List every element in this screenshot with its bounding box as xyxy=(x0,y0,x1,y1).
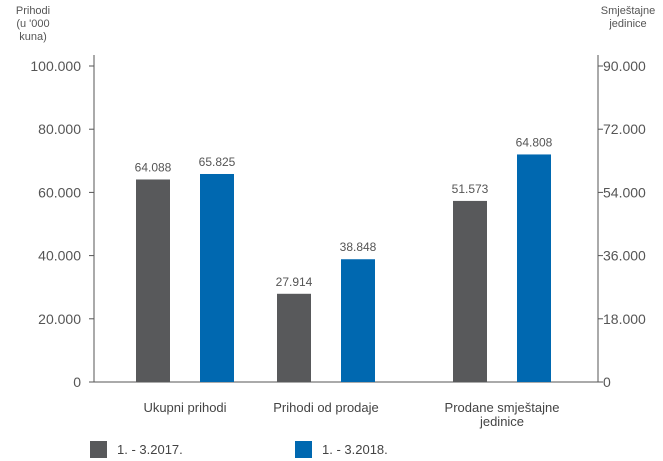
bar xyxy=(136,179,170,382)
legend-label-2017: 1. - 3.2017. xyxy=(117,441,183,457)
left-tick-label: 40.000 xyxy=(38,248,81,264)
data-label: 27.914 xyxy=(276,275,313,289)
left-tick-label: 60.000 xyxy=(38,184,81,200)
bar xyxy=(517,154,551,382)
right-axis-title-line2: jedinice xyxy=(609,18,647,30)
legend-swatch-2017 xyxy=(90,440,107,458)
left-tick-label: 20.000 xyxy=(38,311,81,327)
left-tick-label: 80.000 xyxy=(38,121,81,137)
legend-swatch-2018 xyxy=(295,440,312,458)
category-label: Prodane smještajne xyxy=(445,400,560,415)
left-axis-title: Prihodi (u '000 kuna) xyxy=(4,5,62,44)
left-axis-title-line1: Prihodi xyxy=(15,5,51,17)
data-label: 64.088 xyxy=(135,160,172,174)
legend-label-2018: 1. - 3.2018. xyxy=(322,441,388,457)
bar xyxy=(277,293,311,382)
right-axis-title: Smještajne jedinice xyxy=(596,5,660,31)
data-label: 51.573 xyxy=(452,182,489,196)
left-tick-label: 100.000 xyxy=(30,58,81,74)
right-tick-label: 90.000 xyxy=(603,58,646,74)
left-tick-label: 0 xyxy=(73,374,81,390)
legend-item-2018: 1. - 3.2018. xyxy=(295,440,388,458)
bar xyxy=(341,259,375,382)
right-tick-label: 18.000 xyxy=(603,311,646,327)
category-label: Prihodi od prodaje xyxy=(273,400,379,415)
legend-item-2017: 1. - 3.2017. xyxy=(90,440,183,458)
right-tick-label: 54.000 xyxy=(603,184,646,200)
bar xyxy=(200,173,234,382)
right-axis-title-line1: Smještajne xyxy=(600,5,656,17)
left-axis-title-line2: (u '000 kuna) xyxy=(16,18,50,43)
data-label: 65.825 xyxy=(199,155,236,169)
data-label: 38.848 xyxy=(340,240,377,254)
right-tick-label: 36.000 xyxy=(603,248,646,264)
category-label: jedinice xyxy=(479,414,524,429)
right-tick-label: 0 xyxy=(603,374,611,390)
category-label: Ukupni prihodi xyxy=(143,400,226,415)
data-label: 64.808 xyxy=(516,135,553,149)
bar xyxy=(453,200,487,382)
right-tick-label: 72.000 xyxy=(603,121,646,137)
